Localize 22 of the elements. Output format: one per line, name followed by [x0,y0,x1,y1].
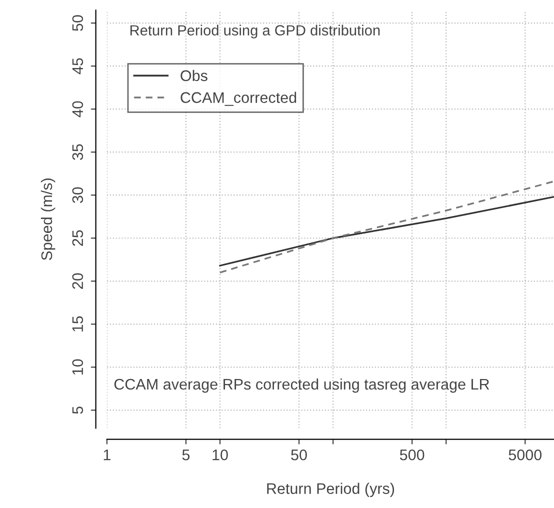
x-tick-label: 50 [291,449,307,460]
y-tick-label: 45 [72,58,84,74]
x-tick-label: 5 [182,450,190,460]
annotation: Return Period using a GPD distribution [130,24,380,38]
y-tick-label: 40 [72,101,84,118]
x-tick-label: 10 [212,449,228,460]
x-axis-title: Return Period (yrs) [267,482,394,498]
y-tick-label: 10 [72,359,84,374]
x-tick-label: 5000 [508,449,542,460]
x-tick-label: 1 [104,450,110,460]
x-tick-label: 500 [400,449,424,460]
legend-label: Obs [180,70,208,82]
y-tick-label: 20 [72,273,84,289]
y-tick-label: 30 [72,187,84,204]
y-tick-label: 25 [72,230,84,246]
annotation: CCAM average RPs corrected using tasreg average LR [114,378,490,393]
y-tick-label: 15 [72,316,84,332]
y-tick-label: 50 [72,15,84,31]
y-axis-title: Speed (m/s) [40,178,56,260]
y-tick-label: 35 [72,144,84,160]
legend-label: CCAM_corrected [180,92,296,106]
y-tick-label: 5 [72,406,84,414]
